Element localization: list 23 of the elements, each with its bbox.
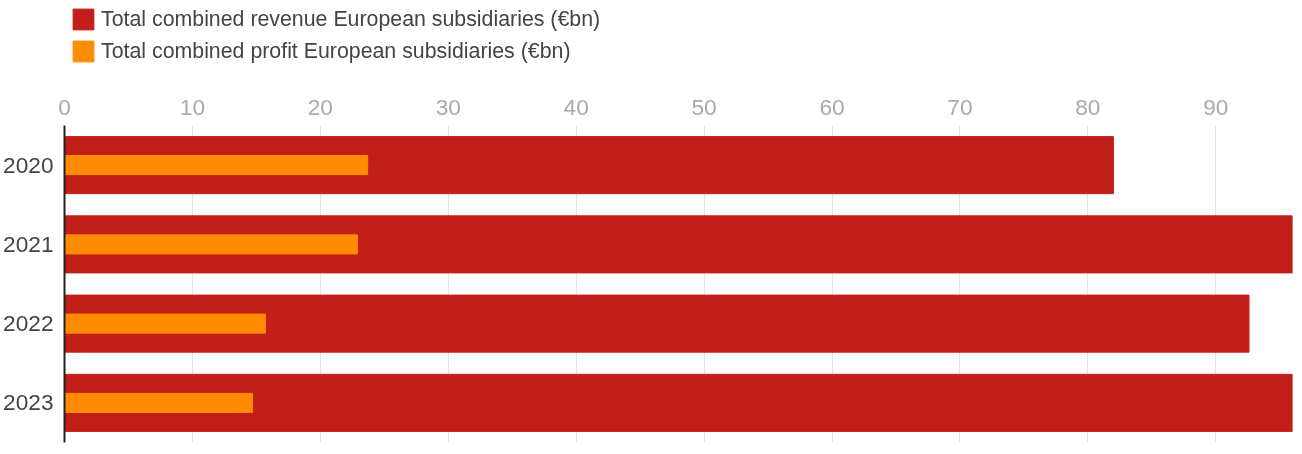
x-tick-label: 10 (179, 93, 206, 120)
x-tick-label: 40 (563, 93, 589, 120)
x-tick-label: 70 (947, 93, 973, 120)
y-tick-label: 2022 (3, 310, 54, 337)
bar (64, 373, 1293, 432)
bar (64, 392, 254, 413)
bar (64, 215, 1293, 274)
y-tick-label: 2021 (3, 230, 54, 257)
bar (64, 313, 266, 334)
x-tick-label: 90 (1203, 93, 1229, 120)
bar (64, 234, 358, 255)
y-tick-label: 2020 (3, 151, 54, 178)
x-tick-label: 50 (691, 93, 717, 120)
y-tick-label: 2023 (3, 389, 54, 416)
legend-label: Total combined profit European subsidiaries (€bn) (101, 38, 571, 64)
x-tick-label: 30 (435, 93, 461, 120)
bar (64, 155, 369, 176)
x-tick-label: 0 (58, 93, 71, 120)
bar (64, 294, 1250, 353)
x-tick-label: 80 (1075, 93, 1101, 120)
x-tick-label: 20 (307, 93, 333, 120)
legend-label: Total combined revenue European subsidiaries (€bn) (101, 6, 601, 32)
x-tick-label: 60 (819, 93, 845, 120)
